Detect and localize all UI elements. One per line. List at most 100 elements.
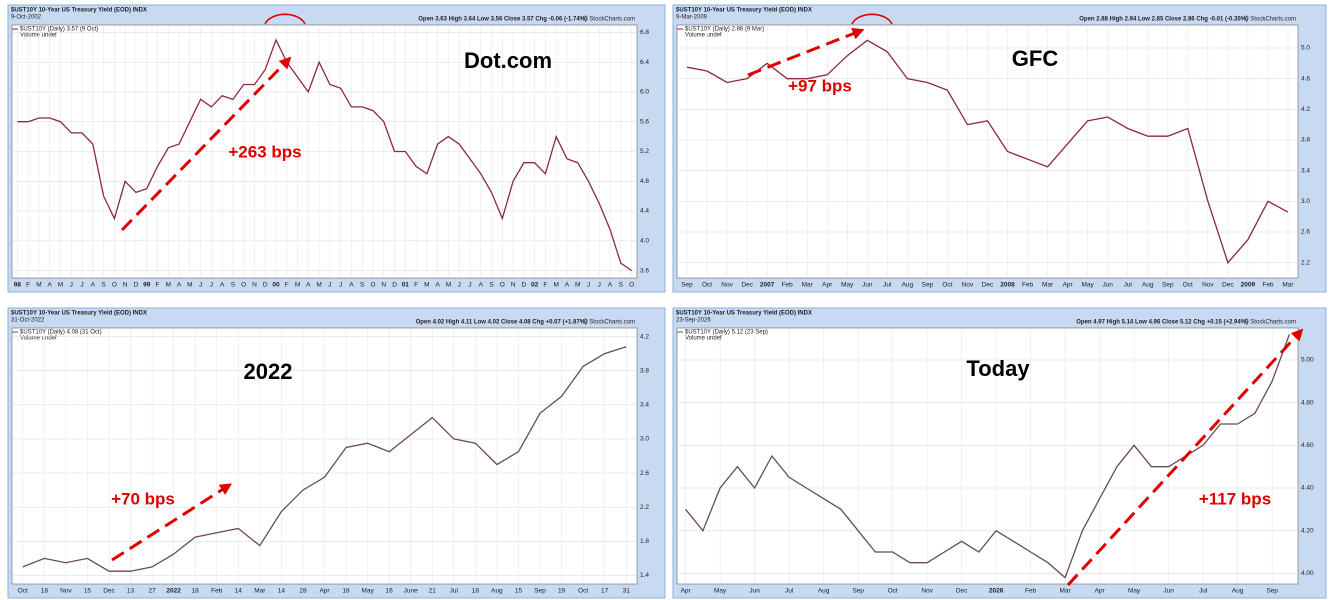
x-tick-label: J bbox=[80, 282, 83, 289]
y-tick-label: 3.0 bbox=[640, 436, 649, 443]
x-tick-label: Nov bbox=[60, 588, 72, 595]
x-tick-label: J bbox=[339, 282, 342, 289]
x-tick-label: Nov bbox=[962, 282, 974, 289]
source-note: © StockCharts.com bbox=[583, 319, 635, 326]
x-tick-label: A bbox=[177, 282, 182, 289]
x-tick-label: Mar bbox=[1282, 282, 1294, 289]
x-tick-label: 98 bbox=[14, 282, 22, 289]
x-tick-label: Jun bbox=[862, 282, 873, 289]
x-tick-label: Jun bbox=[1102, 282, 1113, 289]
y-tick-label: 4.60 bbox=[1301, 442, 1314, 449]
x-tick-label: M bbox=[295, 282, 300, 289]
legend-entry: $UST10Y (Daily) 2.86 (9 Mar) bbox=[685, 27, 764, 33]
x-tick-label: 2009 bbox=[1241, 282, 1256, 289]
x-tick-label: 31 bbox=[623, 588, 631, 595]
x-tick-label: 19 bbox=[558, 588, 566, 595]
x-tick-label: F bbox=[26, 282, 30, 289]
x-tick-label: 00 bbox=[272, 282, 280, 289]
x-tick-label: Feb bbox=[782, 282, 794, 289]
symbol-header: $UST10Y 10-Year US Treasury Yield (EOD) … bbox=[676, 311, 812, 317]
trend-arrow bbox=[1066, 328, 1304, 587]
x-tick-label: Jul bbox=[883, 282, 892, 289]
x-tick-label: May bbox=[1082, 282, 1095, 289]
y-tick-label: 5.00 bbox=[1301, 357, 1314, 364]
x-tick-label: M bbox=[316, 282, 321, 289]
x-tick-label: F bbox=[285, 282, 289, 289]
x-tick-label: A bbox=[479, 282, 484, 289]
x-tick-label: Dec bbox=[103, 588, 115, 595]
legend-entry: $UST10Y (Daily) 3.57 (9 Oct) bbox=[20, 27, 98, 33]
trend-arrow bbox=[120, 56, 292, 232]
x-tick-label: June bbox=[404, 588, 418, 595]
x-tick-label: F bbox=[155, 282, 159, 289]
x-tick-label: Sep bbox=[922, 282, 934, 289]
x-tick-label: F bbox=[543, 282, 547, 289]
x-tick-label: J bbox=[70, 282, 73, 289]
x-tick-label: 16 bbox=[386, 588, 394, 595]
x-tick-label: May bbox=[361, 588, 374, 595]
symbol-header: $UST10Y 10-Year US Treasury Yield (EOD) … bbox=[676, 8, 812, 14]
x-tick-label: J bbox=[199, 282, 202, 289]
y-tick-label: 4.8 bbox=[640, 178, 649, 185]
price-line bbox=[17, 38, 632, 272]
y-tick-label: 3.4 bbox=[1301, 167, 1310, 174]
x-tick-label: 01 bbox=[402, 282, 410, 289]
x-tick-label: 17 bbox=[601, 588, 609, 595]
y-tick-label: 2.2 bbox=[640, 504, 649, 511]
x-tick-label: Jul bbox=[785, 588, 794, 595]
x-tick-label: D bbox=[263, 282, 268, 289]
x-tick-label: O bbox=[370, 282, 375, 289]
x-tick-label: A bbox=[306, 282, 311, 289]
y-tick-label: 4.2 bbox=[640, 333, 649, 340]
x-tick-label: Aug bbox=[1232, 588, 1244, 595]
x-tick-label: Apr bbox=[1095, 588, 1106, 595]
x-tick-label: M bbox=[58, 282, 63, 289]
quote-header: Open 4.02 High 4.11 Low 4.02 Close 4.08 … bbox=[416, 320, 587, 326]
x-tick-label: Oct bbox=[1183, 282, 1193, 289]
x-tick-label: Sep bbox=[1162, 282, 1174, 289]
x-tick-label: 99 bbox=[143, 282, 151, 289]
x-tick-label: J bbox=[328, 282, 331, 289]
x-tick-label: Dec bbox=[1222, 282, 1234, 289]
y-tick-label: 5.0 bbox=[1301, 45, 1310, 52]
x-tick-label: O bbox=[500, 282, 505, 289]
x-tick-label: Aug bbox=[491, 588, 503, 595]
y-tick-label: 5.2 bbox=[640, 148, 649, 155]
x-tick-label: May bbox=[714, 588, 727, 595]
annotation: +70 bps bbox=[111, 489, 175, 508]
x-tick-label: Sep bbox=[852, 588, 864, 595]
x-tick-label: Mar bbox=[1060, 588, 1072, 595]
y-tick-label: 3.0 bbox=[1301, 198, 1310, 205]
x-tick-label: Jul bbox=[1124, 282, 1133, 289]
volume-note: Volume undef bbox=[20, 336, 57, 342]
quote-header: Open 2.88 High 2.94 Low 2.85 Close 2.86 … bbox=[1079, 17, 1248, 23]
quote-header: Open 3.63 High 3.64 Low 3.56 Close 3.57 … bbox=[418, 17, 587, 23]
x-tick-label: May bbox=[841, 282, 854, 289]
y-tick-label: 2.2 bbox=[1301, 259, 1310, 266]
x-tick-label: M bbox=[446, 282, 451, 289]
volume-note: Volume undef bbox=[20, 33, 57, 39]
x-tick-label: Apr bbox=[822, 282, 833, 289]
x-tick-label: M bbox=[575, 282, 580, 289]
source-note: © StockCharts.com bbox=[1244, 319, 1296, 326]
y-tick-label: 4.6 bbox=[1301, 75, 1310, 82]
annotation: +97 bps bbox=[788, 76, 852, 95]
y-tick-label: 3.8 bbox=[1301, 137, 1310, 144]
y-tick-label: 1.8 bbox=[640, 538, 649, 545]
source-note: © StockCharts.com bbox=[583, 16, 635, 23]
x-tick-label: O bbox=[629, 282, 634, 289]
x-tick-label: A bbox=[349, 282, 354, 289]
x-tick-label: N bbox=[381, 282, 386, 289]
y-tick-label: 2.6 bbox=[1301, 229, 1310, 236]
y-tick-label: 4.40 bbox=[1301, 485, 1314, 492]
y-tick-label: 2.6 bbox=[640, 470, 649, 477]
y-tick-label: 5.6 bbox=[640, 118, 649, 125]
symbol-header: $UST10Y 10-Year US Treasury Yield (EOD) … bbox=[11, 311, 147, 317]
x-tick-label: F bbox=[414, 282, 418, 289]
y-tick-label: 1.4 bbox=[640, 572, 649, 579]
x-tick-label: J bbox=[458, 282, 461, 289]
x-tick-label: A bbox=[48, 282, 53, 289]
x-tick-label: A bbox=[608, 282, 613, 289]
x-tick-label: May bbox=[1128, 588, 1141, 595]
